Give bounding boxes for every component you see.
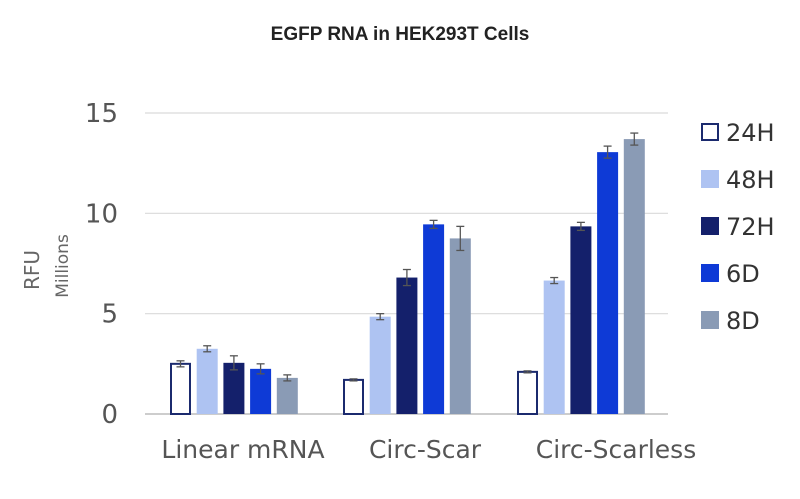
bar-72h-3 [570, 226, 592, 414]
x-axis-categories: Linear mRNA Circ-Scar Circ-Scarless [161, 435, 696, 464]
bar-8d-3 [623, 139, 645, 414]
legend-label-72h: 72H [726, 213, 775, 241]
bar-24h-3 [517, 370, 538, 415]
bar-6d-1 [250, 368, 272, 414]
bars [170, 139, 645, 416]
legend-swatch-24h [701, 123, 719, 141]
legend-label-24h: 24H [726, 119, 775, 147]
x-category-label: Circ-Scarless [536, 435, 697, 464]
bar-6d-3 [597, 152, 619, 414]
bar-8d-2 [449, 238, 471, 414]
y-tick-label: 10 [85, 199, 118, 229]
x-category-label: Circ-Scar [369, 435, 482, 464]
y-tick-label: 0 [101, 400, 118, 430]
y-axis-label: RFU [20, 250, 44, 290]
legend-label-8d: 8D [726, 307, 760, 335]
bar-72h-1 [223, 362, 245, 414]
y-tick-label: 5 [101, 300, 118, 330]
y-axis-ticks: 0 5 10 15 [85, 99, 118, 430]
legend-swatch-8d [701, 311, 719, 329]
bar-48h-3 [543, 280, 565, 414]
chart-title: EGFP RNA in HEK293T Cells [271, 24, 530, 45]
legend-swatch-48h [701, 170, 719, 188]
bar-48h-2 [369, 316, 391, 414]
legend-label-48h: 48H [726, 166, 775, 194]
error-bars [176, 132, 639, 382]
bar-24h-1 [170, 362, 191, 416]
bar-8d-1 [276, 377, 298, 414]
y-axis-unit: Millions [53, 234, 73, 298]
legend-swatch-6d [701, 264, 719, 282]
y-tick-label: 15 [85, 99, 118, 129]
bar-6d-2 [423, 224, 445, 414]
legend-label-6d: 6D [726, 260, 760, 288]
legend: 24H 48H 72H 6D 8D [701, 119, 775, 335]
legend-swatch-72h [701, 217, 719, 235]
bar-72h-2 [396, 277, 418, 414]
bar-48h-1 [196, 348, 218, 414]
x-category-label: Linear mRNA [161, 435, 324, 464]
bar-24h-2 [343, 378, 364, 415]
